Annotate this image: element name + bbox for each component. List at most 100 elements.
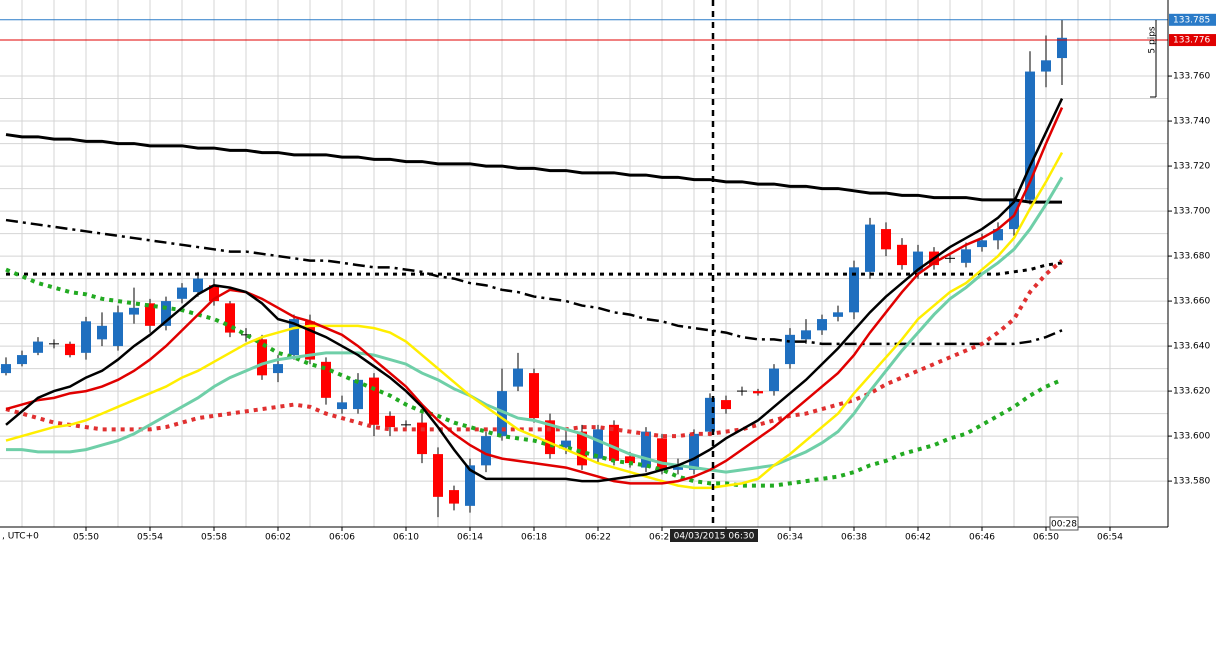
x-tick-label: 06:54 (1097, 533, 1123, 543)
candle-body (257, 339, 267, 376)
candle-body (193, 278, 203, 293)
x-tick-label: 06:02 (265, 533, 291, 543)
candle-body (337, 402, 347, 410)
indicator-line (5, 133, 1062, 204)
candle-body (65, 343, 75, 356)
candle-body (1041, 60, 1051, 72)
candle-body (209, 285, 219, 302)
candle-body (897, 244, 907, 266)
candle-body (385, 415, 395, 428)
candle-body (721, 400, 731, 410)
y-tick-label: 133.720 (1173, 162, 1210, 172)
candle-body (705, 397, 715, 432)
x-tick-label: 06:10 (393, 533, 419, 543)
candle-body (273, 364, 283, 374)
x-tick-label: 06:50 (1033, 533, 1059, 543)
x-tick-label: 06:14 (457, 533, 483, 543)
candle-body (1025, 71, 1035, 200)
x-tick-label: 06:38 (841, 533, 867, 543)
candle-body (513, 368, 523, 387)
candle-body (833, 312, 843, 317)
candle-body (369, 377, 379, 425)
candle-body (481, 436, 491, 466)
candle-body (689, 433, 699, 470)
candle-body (769, 368, 779, 392)
x-tick-label: 06:26 (649, 533, 675, 543)
candle-body (1057, 37, 1067, 59)
candle-body (577, 431, 587, 466)
indicator-line (5, 218, 1063, 346)
candle-body (817, 319, 827, 331)
y-tick-label: 133.700 (1173, 207, 1210, 217)
x-tick-label: 05:58 (201, 533, 227, 543)
x-tick-label: 05:54 (137, 533, 163, 543)
candle-body (33, 341, 43, 353)
x-tick-label: 06:22 (585, 533, 611, 543)
x-tick-label: 06:18 (521, 533, 547, 543)
candle-body (881, 229, 891, 250)
candle-body (145, 303, 155, 326)
candle-body (657, 438, 667, 470)
candle-body (177, 287, 187, 299)
x-tick-label: 06:34 (777, 533, 803, 543)
candle-body (465, 465, 475, 506)
crosshair-label-box (670, 529, 758, 542)
candle-body (865, 224, 875, 272)
candle-body (225, 303, 235, 333)
candle-body (609, 424, 619, 461)
y-tick-label: 133.640 (1173, 342, 1210, 352)
timer-label: 00:28 (1051, 520, 1077, 530)
y-tick-label: 133.680 (1173, 252, 1210, 262)
candle-body (913, 251, 923, 272)
axes: 133.580 133.600 133.620 133.640 133.660 133.6… (73, 13, 1216, 543)
candle-body (737, 390, 747, 392)
indicator-line (5, 151, 1064, 490)
candle-body (849, 267, 859, 313)
candle-body (81, 321, 91, 353)
candle-body (129, 307, 139, 315)
candle-body (529, 373, 539, 419)
indicator-line (5, 98, 1064, 483)
y-tick-label: 133.760 (1173, 72, 1210, 82)
candle-body (49, 343, 59, 345)
y-tick-label: 133.600 (1173, 432, 1210, 442)
candle-body (641, 431, 651, 468)
candle-body (625, 456, 635, 464)
candle-body (241, 334, 251, 336)
y-tick-label: 133.580 (1173, 477, 1210, 487)
price-label-box (1169, 34, 1216, 47)
indicator-line (5, 107, 1064, 485)
candle-body (961, 249, 971, 263)
candle-body (417, 422, 427, 455)
indicator-line (5, 267, 1063, 488)
y-tick-label: 133.740 (1173, 117, 1210, 127)
y-tick-label: 133.620 (1173, 387, 1210, 397)
candle-body (593, 429, 603, 459)
candle-body (673, 465, 683, 470)
candle-body (545, 420, 555, 455)
candle-body (321, 361, 331, 398)
x-tick-label: 06:42 (905, 533, 931, 543)
candle-body (401, 424, 411, 426)
candle-body (801, 330, 811, 340)
candle-body (977, 240, 987, 248)
candle-body (113, 312, 123, 347)
candle-body (497, 391, 507, 437)
crosshair-label: 04/03/2015 06:30 (674, 532, 755, 542)
candle-body (753, 391, 763, 394)
plot-area (0, 19, 1168, 518)
candle-body (433, 454, 443, 497)
candle-body (97, 325, 107, 340)
price-label: 133.776 (1173, 36, 1210, 46)
range-label: 5 pips (1148, 26, 1158, 54)
axis-note: , UTC+0 (2, 532, 39, 542)
x-tick-label: 06:06 (329, 533, 355, 543)
candle-body (305, 321, 315, 360)
indicator-line (6, 176, 1064, 474)
candle-body (449, 490, 459, 504)
candle-body (1, 364, 11, 374)
price-label-box (1169, 13, 1216, 26)
x-tick-label: 05:50 (73, 533, 99, 543)
